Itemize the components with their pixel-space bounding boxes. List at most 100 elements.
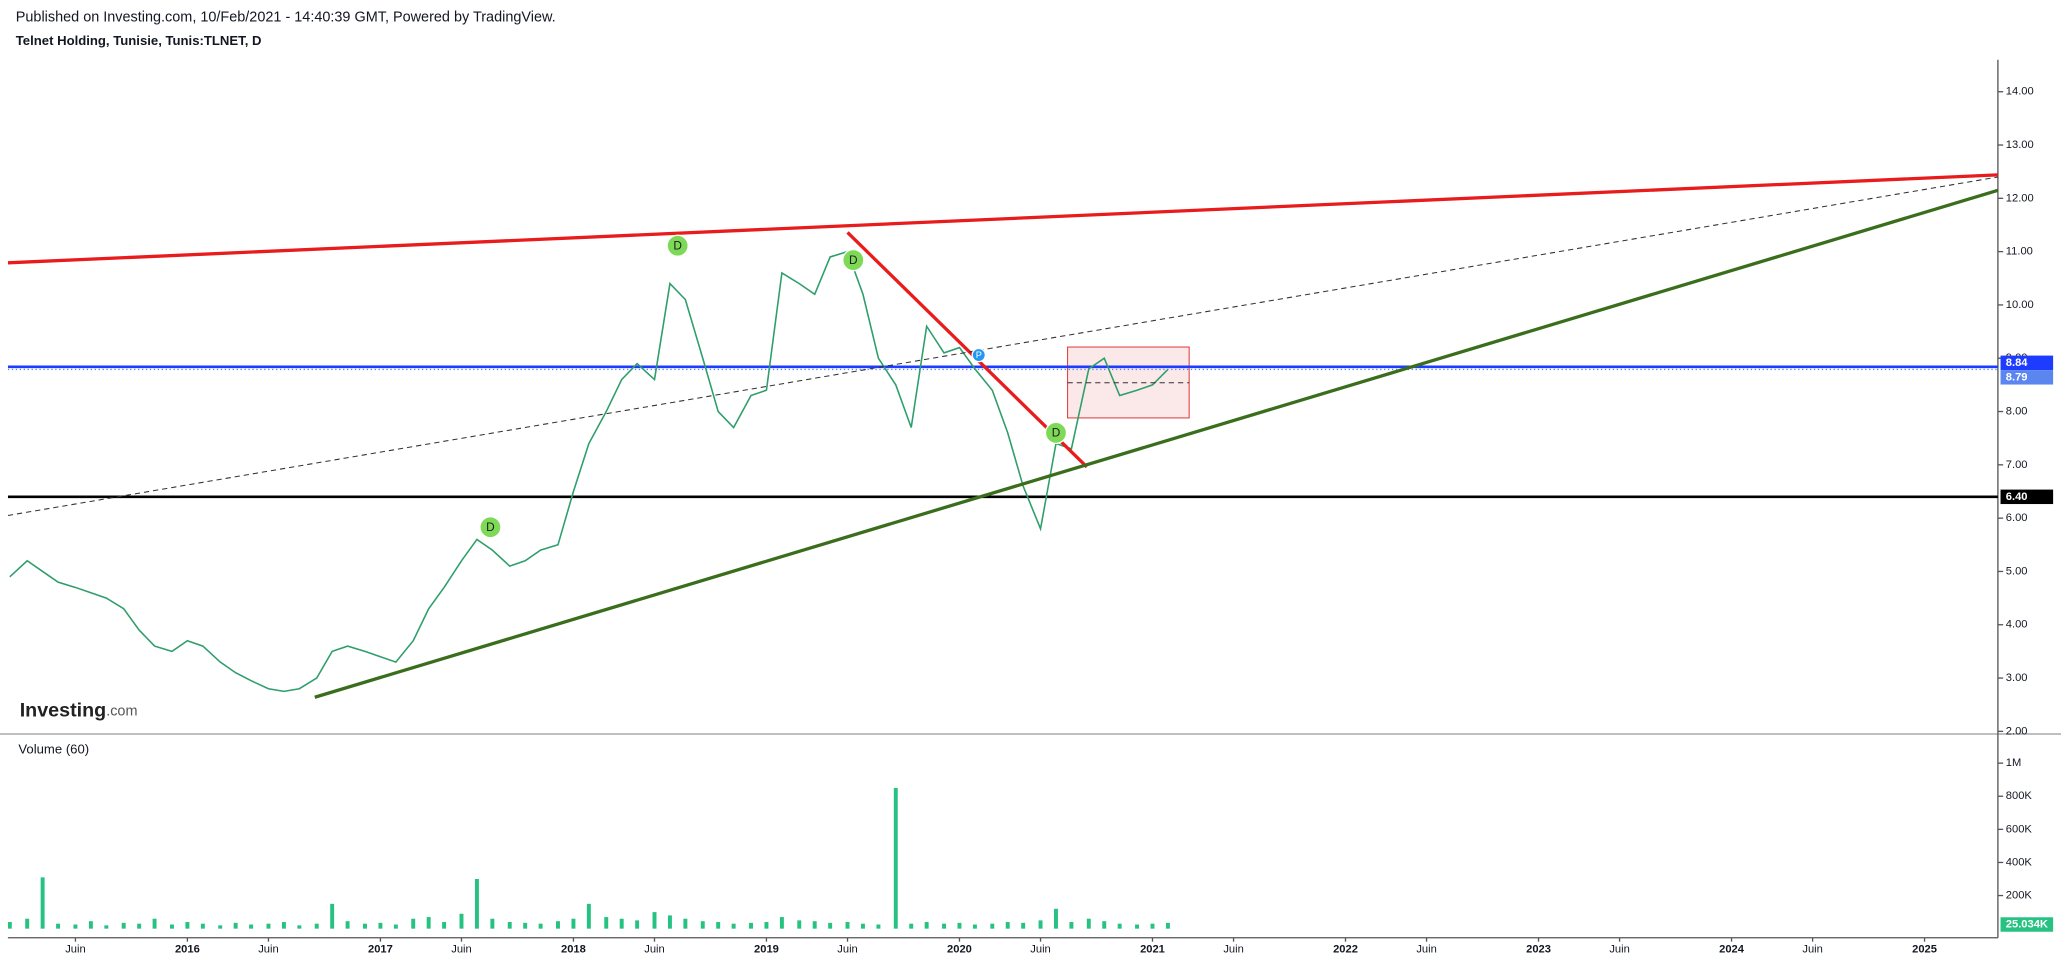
y-tick-label: 8.00 — [2006, 405, 2028, 417]
volume-bar — [797, 920, 802, 929]
x-tick-label: Juin — [837, 944, 857, 956]
volume-bar — [362, 923, 367, 929]
plot-area — [7, 787, 1170, 929]
volume-bar — [586, 903, 591, 929]
event-marker-label: D — [486, 520, 495, 534]
volume-bar — [88, 921, 93, 929]
x-tick-label: 2017 — [368, 944, 393, 956]
x-tick-label: 2016 — [175, 944, 200, 956]
volume-bar — [972, 924, 977, 929]
price-tag — [2000, 489, 2054, 505]
volume-bar — [185, 922, 190, 929]
price-tag-label: 8.84 — [2006, 357, 2029, 369]
volume-bar — [1054, 908, 1058, 929]
volume-bar — [73, 924, 78, 929]
volume-bar — [683, 918, 688, 929]
volume-bar — [924, 922, 929, 929]
volume-bar — [233, 922, 238, 929]
volume-bar — [1069, 922, 1074, 929]
volume-bar — [507, 922, 512, 929]
volume-bar — [1021, 922, 1026, 929]
y-tick-label: 800K — [2006, 790, 2033, 802]
price-tag-label: 8.79 — [2006, 371, 2028, 383]
trend-line — [314, 188, 1998, 699]
y-tick-label: 1M — [2006, 757, 2022, 769]
x-tick-label: Juin — [644, 944, 664, 956]
plot-area — [7, 173, 1998, 699]
volume-bar — [200, 923, 205, 929]
logo-main: Investing — [20, 700, 107, 722]
volume-bar — [1150, 923, 1155, 929]
x-tick-label: 2023 — [1526, 944, 1551, 956]
volume-bar — [121, 922, 126, 929]
volume-bar — [652, 912, 657, 929]
volume-bar — [297, 925, 302, 929]
volume-bar — [442, 922, 447, 929]
chart-title: Telnet Holding, Tunisie, Tunis:TLNET, D — [16, 33, 262, 48]
y-tick-label: 600K — [2006, 823, 2033, 835]
y-tick-label: 12.00 — [2006, 192, 2034, 204]
price-tag — [2000, 917, 2054, 932]
volume-bar — [571, 918, 576, 929]
x-tick-label: Juin — [258, 944, 278, 956]
volume-bar — [538, 923, 543, 929]
volume-bar — [459, 913, 464, 929]
price-tag-label: 6.40 — [2006, 491, 2028, 503]
volume-bar — [1005, 922, 1010, 929]
trend-line — [7, 173, 1998, 265]
x-tick-label: 2020 — [947, 944, 972, 956]
volume-bar — [860, 923, 865, 929]
y-tick-label: 3.00 — [2006, 672, 2028, 684]
price-tag — [2000, 370, 2054, 385]
volume-bar — [845, 922, 850, 929]
logo-suffix: .com — [106, 703, 137, 719]
x-tick-label: Juin — [1030, 944, 1050, 956]
volume-bar — [474, 878, 479, 929]
event-marker — [971, 347, 986, 363]
event-marker-label: D — [673, 239, 682, 253]
volume-bar — [1086, 918, 1091, 929]
volume-bar — [137, 923, 142, 929]
volume-bar — [635, 920, 640, 929]
trend-line — [7, 176, 1998, 516]
volume-bar — [1102, 921, 1107, 929]
volume-bar — [152, 918, 157, 929]
event-marker — [666, 234, 689, 257]
volume-bar — [426, 917, 431, 929]
volume-bar — [330, 903, 335, 929]
volume-bar — [779, 917, 784, 929]
x-tick-label: 2025 — [1912, 944, 1937, 956]
volume-bar — [25, 918, 30, 929]
volume-bar — [893, 787, 898, 929]
y-tick-label: 4.00 — [2006, 619, 2028, 631]
volume-bar — [731, 923, 736, 929]
event-marker — [1044, 421, 1068, 445]
event-marker — [479, 516, 502, 539]
volume-bar — [56, 923, 61, 929]
volume-bar — [314, 923, 319, 929]
x-tick-label: Juin — [1802, 944, 1822, 956]
volume-bar — [812, 921, 817, 929]
volume-bar — [764, 922, 769, 929]
y-tick-label: 14.00 — [2006, 86, 2034, 98]
event-marker — [842, 248, 865, 272]
volume-bar — [218, 925, 223, 929]
volume-bar — [957, 922, 962, 929]
x-tick-label: Juin — [1223, 944, 1243, 956]
y-tick-label: 400K — [2006, 856, 2033, 868]
x-tick-label: 2022 — [1333, 944, 1358, 956]
x-tick-label: Juin — [65, 944, 85, 956]
volume-bar — [667, 915, 672, 929]
volume-bar — [266, 923, 271, 929]
volume-bar — [1165, 922, 1170, 929]
volume-bar — [604, 917, 609, 929]
x-tick-label: 2018 — [561, 944, 586, 956]
chart-subtitle: Published on Investing.com, 10/Feb/2021 … — [16, 9, 556, 25]
volume-bar — [876, 924, 881, 929]
x-tick-label: Juin — [1609, 944, 1629, 956]
volume-bar — [378, 922, 383, 929]
volume-bar — [393, 924, 398, 929]
price-tag — [2000, 355, 2054, 371]
x-tick-label: 2024 — [1719, 944, 1745, 956]
